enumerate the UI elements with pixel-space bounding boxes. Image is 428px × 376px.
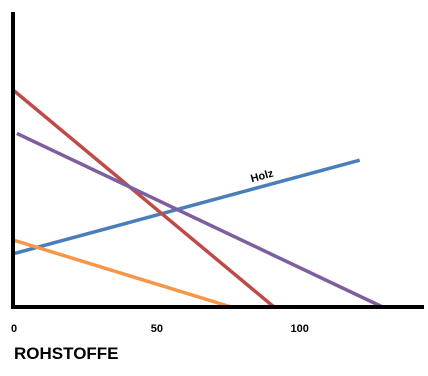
series-line-2 (12, 89, 276, 309)
series-line-4 (13, 238, 232, 309)
x-tick-label: 100 (291, 323, 309, 335)
series-label: Holz (249, 167, 275, 185)
x-tick-label: 50 (151, 323, 163, 335)
x-tick-label: 0 (11, 323, 17, 335)
chart: Holz 0 50 100 (11, 12, 424, 335)
series-line-3 (16, 131, 384, 309)
series-layer: Holz (12, 89, 384, 309)
x-tick-labels: 0 50 100 (11, 323, 309, 335)
series-line-holz (13, 158, 361, 256)
chart-title: ROHSTOFFE (14, 344, 119, 363)
